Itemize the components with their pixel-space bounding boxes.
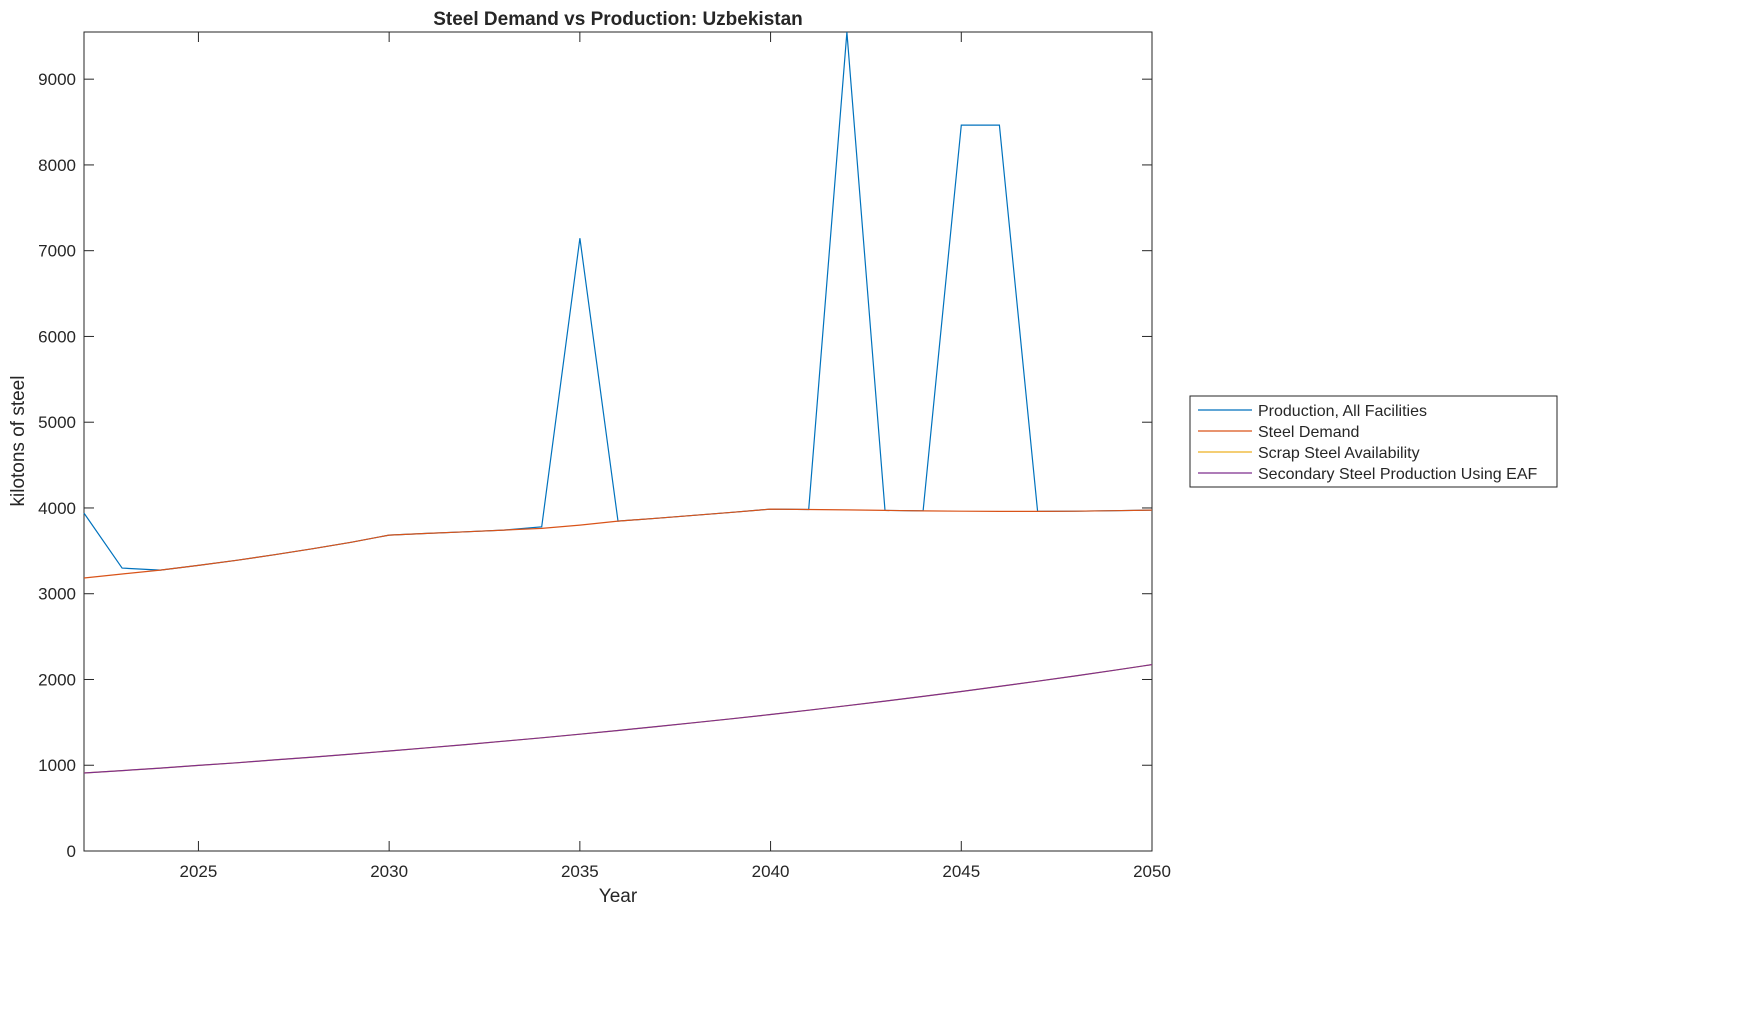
x-tick-label: 2040: [752, 862, 790, 881]
x-tick-label: 2035: [561, 862, 599, 881]
y-tick-label: 4000: [38, 499, 76, 518]
plot-area: [83, 31, 1153, 852]
x-tick-label: 2030: [370, 862, 408, 881]
y-tick-label: 3000: [38, 585, 76, 604]
y-tick-label: 1000: [38, 756, 76, 775]
x-axis-label: Year: [599, 886, 638, 907]
legend: Production, All Facilities Steel Demand Sc…: [1189, 395, 1558, 488]
y-tick-label: 6000: [38, 327, 76, 346]
y-axis-label: kilotons of steel: [8, 376, 29, 507]
x-tick-label: 2045: [942, 862, 980, 881]
y-tick-label: 8000: [38, 156, 76, 175]
legend-entry: Steel Demand: [1258, 424, 1359, 441]
y-tick-label: 7000: [38, 242, 76, 261]
series-line-3: [83, 664, 1153, 774]
y-tick-label: 9000: [38, 70, 76, 89]
legend-box: [1189, 395, 1558, 488]
legend-entry: Secondary Steel Production Using EAF: [1258, 466, 1537, 483]
legend-entry: Production, All Facilities: [1258, 403, 1427, 420]
chart-title: Steel Demand vs Production: Uzbekistan: [433, 9, 803, 30]
y-tick-label: 5000: [38, 413, 76, 432]
y-tick-label: 0: [67, 842, 76, 861]
x-tick-label: 2050: [1133, 862, 1171, 881]
legend-entry: Scrap Steel Availability: [1258, 445, 1420, 462]
y-tick-label: 2000: [38, 670, 76, 689]
x-tick-label: 2025: [180, 862, 218, 881]
series-line-1: [83, 508, 1153, 579]
